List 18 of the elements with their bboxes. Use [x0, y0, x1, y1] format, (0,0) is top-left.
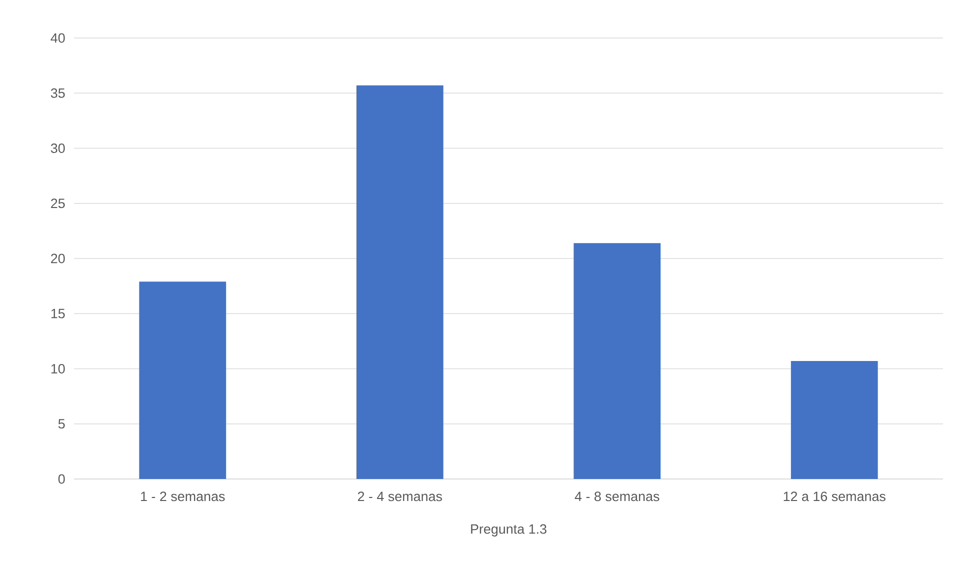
y-tick-label: 0: [58, 474, 65, 484]
x-tick-label: 4 - 8 semanas: [574, 492, 660, 502]
bar: [574, 243, 661, 479]
y-tick-label: 30: [50, 143, 65, 153]
y-tick-label: 35: [50, 88, 65, 98]
x-tick-label: 2 - 4 semanas: [358, 492, 442, 502]
y-tick-label: 15: [51, 308, 65, 318]
bar: [356, 85, 444, 479]
x-tick-label: 1 - 2 semanas: [141, 492, 225, 502]
y-tick-label: 10: [51, 364, 65, 374]
x-axis-title: Pregunta 1.3: [471, 524, 546, 536]
x-tick-label: 12 a 16 semanas: [784, 492, 886, 502]
y-tick-label: 25: [51, 198, 65, 208]
y-tick-label: 40: [50, 33, 65, 43]
y-tick-label: 5: [58, 419, 65, 429]
bar: [790, 361, 878, 479]
bar: [139, 282, 226, 479]
y-tick-label: 20: [51, 254, 65, 264]
